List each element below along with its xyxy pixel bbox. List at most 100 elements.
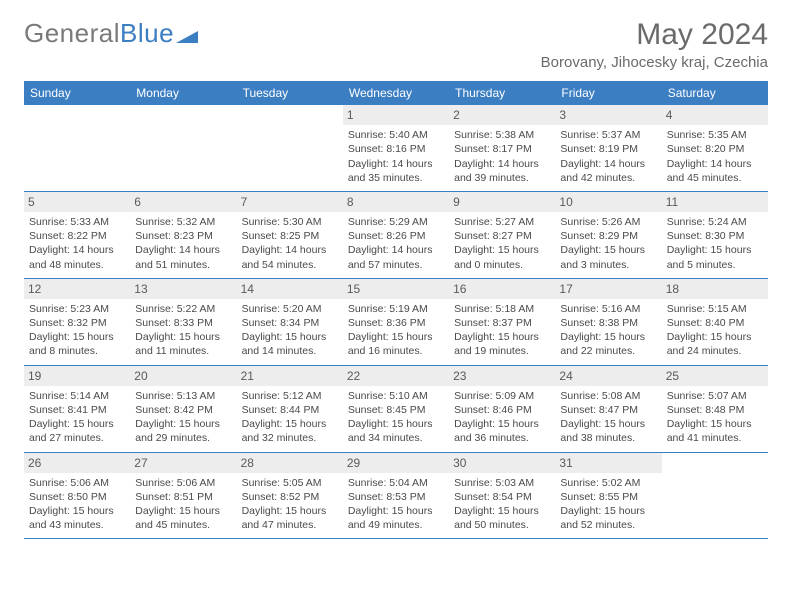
day-number: 22 <box>343 366 449 386</box>
day-cell: 21Sunrise: 5:12 AMSunset: 8:44 PMDayligh… <box>237 366 343 452</box>
day-cell: 31Sunrise: 5:02 AMSunset: 8:55 PMDayligh… <box>555 453 661 539</box>
sunrise-line: Sunrise: 5:30 AM <box>242 215 338 229</box>
sunrise-line: Sunrise: 5:02 AM <box>560 476 656 490</box>
daylight-line: Daylight: 14 hours and 45 minutes. <box>667 157 763 185</box>
month-title: May 2024 <box>541 18 768 52</box>
logo-text-gray: General <box>24 18 120 49</box>
daylight-line: Daylight: 15 hours and 14 minutes. <box>242 330 338 358</box>
weekday-header: Sunday <box>24 81 130 105</box>
daylight-line: Daylight: 14 hours and 48 minutes. <box>29 243 125 271</box>
week-row: 26Sunrise: 5:06 AMSunset: 8:50 PMDayligh… <box>24 453 768 540</box>
daylight-line: Daylight: 15 hours and 29 minutes. <box>135 417 231 445</box>
day-cell: 30Sunrise: 5:03 AMSunset: 8:54 PMDayligh… <box>449 453 555 539</box>
day-number: 3 <box>555 105 661 125</box>
sunrise-line: Sunrise: 5:03 AM <box>454 476 550 490</box>
day-number: 12 <box>24 279 130 299</box>
day-cell: 24Sunrise: 5:08 AMSunset: 8:47 PMDayligh… <box>555 366 661 452</box>
sunrise-line: Sunrise: 5:18 AM <box>454 302 550 316</box>
day-number: 19 <box>24 366 130 386</box>
day-number: 18 <box>662 279 768 299</box>
day-cell: 1Sunrise: 5:40 AMSunset: 8:16 PMDaylight… <box>343 105 449 191</box>
sunrise-line: Sunrise: 5:33 AM <box>29 215 125 229</box>
day-number: 31 <box>555 453 661 473</box>
day-cell: 13Sunrise: 5:22 AMSunset: 8:33 PMDayligh… <box>130 279 236 365</box>
sunset-line: Sunset: 8:19 PM <box>560 142 656 156</box>
sunrise-line: Sunrise: 5:07 AM <box>667 389 763 403</box>
day-number: 25 <box>662 366 768 386</box>
logo-triangle-icon <box>176 25 198 43</box>
day-cell-empty <box>662 453 768 539</box>
day-number: 20 <box>130 366 236 386</box>
sunset-line: Sunset: 8:45 PM <box>348 403 444 417</box>
daylight-line: Daylight: 15 hours and 49 minutes. <box>348 504 444 532</box>
sunrise-line: Sunrise: 5:29 AM <box>348 215 444 229</box>
weekday-header: Tuesday <box>237 81 343 105</box>
sunrise-line: Sunrise: 5:37 AM <box>560 128 656 142</box>
day-cell: 22Sunrise: 5:10 AMSunset: 8:45 PMDayligh… <box>343 366 449 452</box>
day-cell: 29Sunrise: 5:04 AMSunset: 8:53 PMDayligh… <box>343 453 449 539</box>
logo-text-blue: Blue <box>120 18 174 49</box>
day-cell: 26Sunrise: 5:06 AMSunset: 8:50 PMDayligh… <box>24 453 130 539</box>
daylight-line: Daylight: 15 hours and 45 minutes. <box>135 504 231 532</box>
sunrise-line: Sunrise: 5:19 AM <box>348 302 444 316</box>
sunset-line: Sunset: 8:17 PM <box>454 142 550 156</box>
day-cell-empty <box>24 105 130 191</box>
weekday-header: Saturday <box>662 81 768 105</box>
sunset-line: Sunset: 8:54 PM <box>454 490 550 504</box>
sunrise-line: Sunrise: 5:05 AM <box>242 476 338 490</box>
day-cell: 9Sunrise: 5:27 AMSunset: 8:27 PMDaylight… <box>449 192 555 278</box>
daylight-line: Daylight: 15 hours and 5 minutes. <box>667 243 763 271</box>
day-cell: 28Sunrise: 5:05 AMSunset: 8:52 PMDayligh… <box>237 453 343 539</box>
sunset-line: Sunset: 8:23 PM <box>135 229 231 243</box>
sunrise-line: Sunrise: 5:16 AM <box>560 302 656 316</box>
sunset-line: Sunset: 8:30 PM <box>667 229 763 243</box>
sunset-line: Sunset: 8:29 PM <box>560 229 656 243</box>
day-number: 28 <box>237 453 343 473</box>
day-cell: 14Sunrise: 5:20 AMSunset: 8:34 PMDayligh… <box>237 279 343 365</box>
daylight-line: Daylight: 14 hours and 57 minutes. <box>348 243 444 271</box>
logo: GeneralBlue <box>24 18 198 49</box>
sunrise-line: Sunrise: 5:14 AM <box>29 389 125 403</box>
sunrise-line: Sunrise: 5:35 AM <box>667 128 763 142</box>
day-number: 15 <box>343 279 449 299</box>
week-row: 5Sunrise: 5:33 AMSunset: 8:22 PMDaylight… <box>24 192 768 279</box>
day-cell: 10Sunrise: 5:26 AMSunset: 8:29 PMDayligh… <box>555 192 661 278</box>
day-cell-empty <box>237 105 343 191</box>
day-number: 10 <box>555 192 661 212</box>
location: Borovany, Jihocesky kraj, Czechia <box>541 54 768 71</box>
day-number: 21 <box>237 366 343 386</box>
header: GeneralBlue May 2024 Borovany, Jihocesky… <box>24 18 768 71</box>
daylight-line: Daylight: 15 hours and 36 minutes. <box>454 417 550 445</box>
daylight-line: Daylight: 15 hours and 11 minutes. <box>135 330 231 358</box>
day-number: 17 <box>555 279 661 299</box>
daylight-line: Daylight: 14 hours and 39 minutes. <box>454 157 550 185</box>
daylight-line: Daylight: 15 hours and 32 minutes. <box>242 417 338 445</box>
sunset-line: Sunset: 8:34 PM <box>242 316 338 330</box>
day-number: 26 <box>24 453 130 473</box>
day-number: 13 <box>130 279 236 299</box>
daylight-line: Daylight: 15 hours and 27 minutes. <box>29 417 125 445</box>
week-row: 12Sunrise: 5:23 AMSunset: 8:32 PMDayligh… <box>24 279 768 366</box>
sunrise-line: Sunrise: 5:13 AM <box>135 389 231 403</box>
sunset-line: Sunset: 8:20 PM <box>667 142 763 156</box>
sunset-line: Sunset: 8:52 PM <box>242 490 338 504</box>
day-cell: 3Sunrise: 5:37 AMSunset: 8:19 PMDaylight… <box>555 105 661 191</box>
day-cell: 6Sunrise: 5:32 AMSunset: 8:23 PMDaylight… <box>130 192 236 278</box>
day-number: 16 <box>449 279 555 299</box>
day-cell: 16Sunrise: 5:18 AMSunset: 8:37 PMDayligh… <box>449 279 555 365</box>
day-number: 5 <box>24 192 130 212</box>
day-cell: 7Sunrise: 5:30 AMSunset: 8:25 PMDaylight… <box>237 192 343 278</box>
weekday-header-row: SundayMondayTuesdayWednesdayThursdayFrid… <box>24 81 768 105</box>
daylight-line: Daylight: 15 hours and 38 minutes. <box>560 417 656 445</box>
sunset-line: Sunset: 8:50 PM <box>29 490 125 504</box>
sunset-line: Sunset: 8:33 PM <box>135 316 231 330</box>
day-cell: 25Sunrise: 5:07 AMSunset: 8:48 PMDayligh… <box>662 366 768 452</box>
day-number: 11 <box>662 192 768 212</box>
sunset-line: Sunset: 8:46 PM <box>454 403 550 417</box>
sunrise-line: Sunrise: 5:08 AM <box>560 389 656 403</box>
day-cell: 4Sunrise: 5:35 AMSunset: 8:20 PMDaylight… <box>662 105 768 191</box>
day-number: 29 <box>343 453 449 473</box>
sunset-line: Sunset: 8:41 PM <box>29 403 125 417</box>
day-cell: 17Sunrise: 5:16 AMSunset: 8:38 PMDayligh… <box>555 279 661 365</box>
day-cell: 27Sunrise: 5:06 AMSunset: 8:51 PMDayligh… <box>130 453 236 539</box>
